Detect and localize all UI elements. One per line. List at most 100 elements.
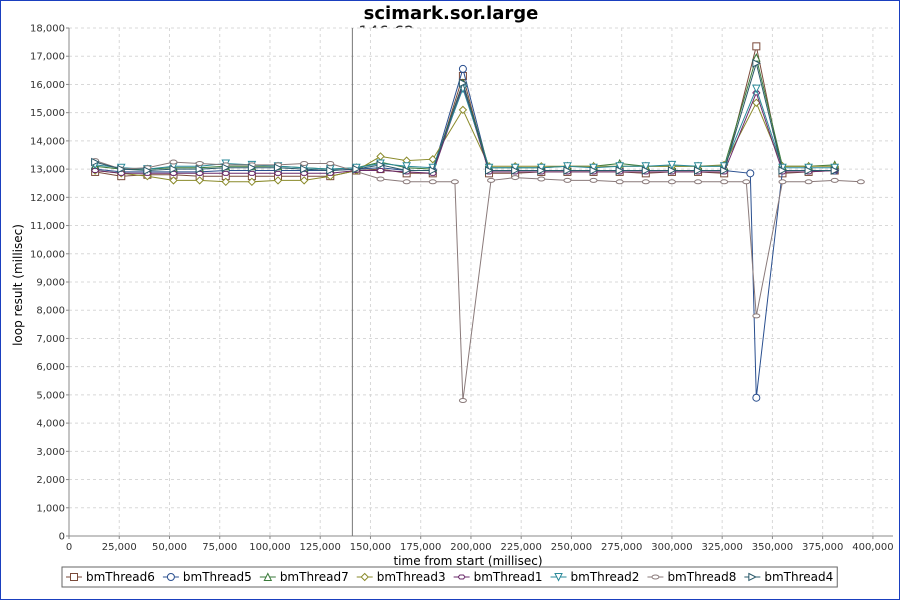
data-point-bmThread4 (563, 166, 573, 175)
y-tick-label: 2,000 (36, 475, 65, 486)
data-point-bmThread4 (117, 164, 126, 174)
series-line-bmThread5 (95, 67, 835, 398)
legend-item-bmThread4: bmThread4 (744, 570, 833, 584)
x-tick-label: 50,000 (152, 542, 187, 553)
x-tick-label: 175,000 (400, 542, 441, 553)
x-axis-ticks: 0 25,000 50,000 75,000 100,000 125,000 150,000… (66, 536, 894, 553)
y-tick-label: 18,000 (30, 24, 65, 35)
y-tick-label: 10,000 (30, 249, 65, 260)
data-point-bmThread8 (830, 177, 839, 183)
data-point-bmThread4 (667, 166, 677, 175)
data-point-bmThread4 (752, 58, 761, 68)
data-point-bmThread3 (195, 176, 204, 185)
data-point-bmThread3 (247, 177, 257, 187)
y-tick-label: 11,000 (30, 221, 65, 232)
y-tick-label: 7,000 (36, 334, 65, 345)
legend-marker (457, 574, 466, 580)
legend-marker (166, 573, 175, 581)
data-point-bmThread3 (221, 177, 230, 187)
y-tick-label: 4,000 (36, 419, 65, 430)
legend-item-bmThread7: bmThread7 (259, 570, 349, 584)
data-point-bmThread4 (143, 166, 152, 175)
data-point-bmThread8 (641, 179, 650, 185)
data-point-bmThread2 (667, 160, 677, 170)
data-point-bmThread4 (458, 78, 468, 88)
x-tick-label: 250,000 (551, 542, 592, 553)
x-tick-label: 75,000 (202, 542, 237, 553)
data-point-bmThread1 (376, 168, 385, 174)
legend-item-bmThread2: bmThread2 (550, 570, 639, 584)
x-tick-label: 375,000 (802, 542, 843, 553)
x-tick-label: 350,000 (752, 542, 793, 553)
data-point-bmThread3 (169, 176, 178, 185)
data-point-bmThread8 (752, 313, 761, 319)
data-point-bmThread8 (300, 160, 309, 166)
legend-box (61, 566, 838, 588)
data-point-bmThread4 (830, 166, 840, 175)
data-point-bmThread4 (537, 166, 546, 175)
y-tick-label: 6,000 (36, 362, 65, 373)
legend-marker (554, 573, 563, 582)
data-point-bmThread4 (615, 166, 625, 175)
legend-label: bmThread6 (86, 570, 155, 584)
data-point-bmThread1 (221, 170, 230, 176)
data-point-bmThread8 (428, 179, 437, 185)
x-axis-label: time from start (millisec) (393, 554, 542, 568)
chart-title: scimark.sor.large (364, 3, 539, 24)
data-point-bmThread2 (641, 162, 651, 171)
y-tick-label: 12,000 (30, 193, 65, 204)
y-tick-label: 0 (59, 532, 65, 543)
data-point-bmThread8 (694, 179, 703, 185)
data-point-bmThread2 (693, 162, 703, 171)
data-point-bmThread8 (615, 179, 624, 185)
data-point-bmThread8 (720, 179, 729, 185)
data-point-bmThread4 (376, 160, 386, 170)
data-point-bmThread3 (458, 105, 468, 115)
x-tick-label: 300,000 (651, 542, 692, 553)
y-tick-label: 17,000 (30, 52, 65, 63)
data-point-bmThread8 (326, 160, 335, 166)
data-point-bmThread8 (458, 398, 467, 404)
data-point-bmThread4 (300, 164, 309, 174)
x-tick-label: 0 (66, 542, 72, 553)
data-point-bmThread4 (326, 166, 335, 175)
y-tick-label: 9,000 (36, 278, 65, 289)
data-point-bmThread8 (856, 179, 865, 185)
data-point-bmThread2 (563, 162, 572, 171)
legend-label: bmThread4 (764, 570, 833, 584)
x-tick-label: 325,000 (701, 542, 742, 553)
data-point-bmThread4 (804, 166, 814, 175)
y-tick-label: 1,000 (36, 503, 65, 514)
legend-label: bmThread1 (474, 570, 543, 584)
x-tick-label: 200,000 (450, 542, 491, 553)
data-point-bmThread2 (615, 162, 624, 171)
series-bmThread4 (91, 58, 840, 175)
data-point-bmThread4 (428, 166, 438, 175)
legend-marker (70, 573, 78, 581)
data-point-bmThread4 (402, 166, 412, 175)
legend-marker (651, 574, 660, 580)
data-point-bmThread4 (641, 166, 651, 175)
x-tick-label: 400,000 (852, 542, 893, 553)
data-point-bmThread4 (720, 166, 729, 175)
data-point-bmThread1 (273, 170, 283, 176)
data-point-bmThread8 (511, 175, 520, 181)
legend-item-bmThread8: bmThread8 (647, 570, 736, 584)
data-point-bmThread8 (589, 177, 598, 183)
legend-label: bmThread5 (183, 570, 252, 584)
data-point-bmThread8 (376, 176, 385, 182)
y-tick-label: 8,000 (36, 306, 65, 317)
y-tick-label: 5,000 (36, 390, 65, 401)
data-point-bmThread8 (487, 177, 496, 183)
data-point-bmThread5 (752, 393, 761, 402)
data-point-bmThread5 (746, 169, 755, 178)
data-point-bmThread3 (273, 176, 283, 185)
data-point-bmThread5 (458, 64, 467, 73)
data-point-bmThread8 (402, 179, 411, 185)
x-tick-label: 275,000 (601, 542, 642, 553)
data-point-bmThread4 (274, 163, 283, 173)
x-tick-label: 100,000 (249, 542, 290, 553)
data-point-bmThread8 (667, 179, 676, 185)
y-tick-label: 13,000 (30, 165, 65, 176)
